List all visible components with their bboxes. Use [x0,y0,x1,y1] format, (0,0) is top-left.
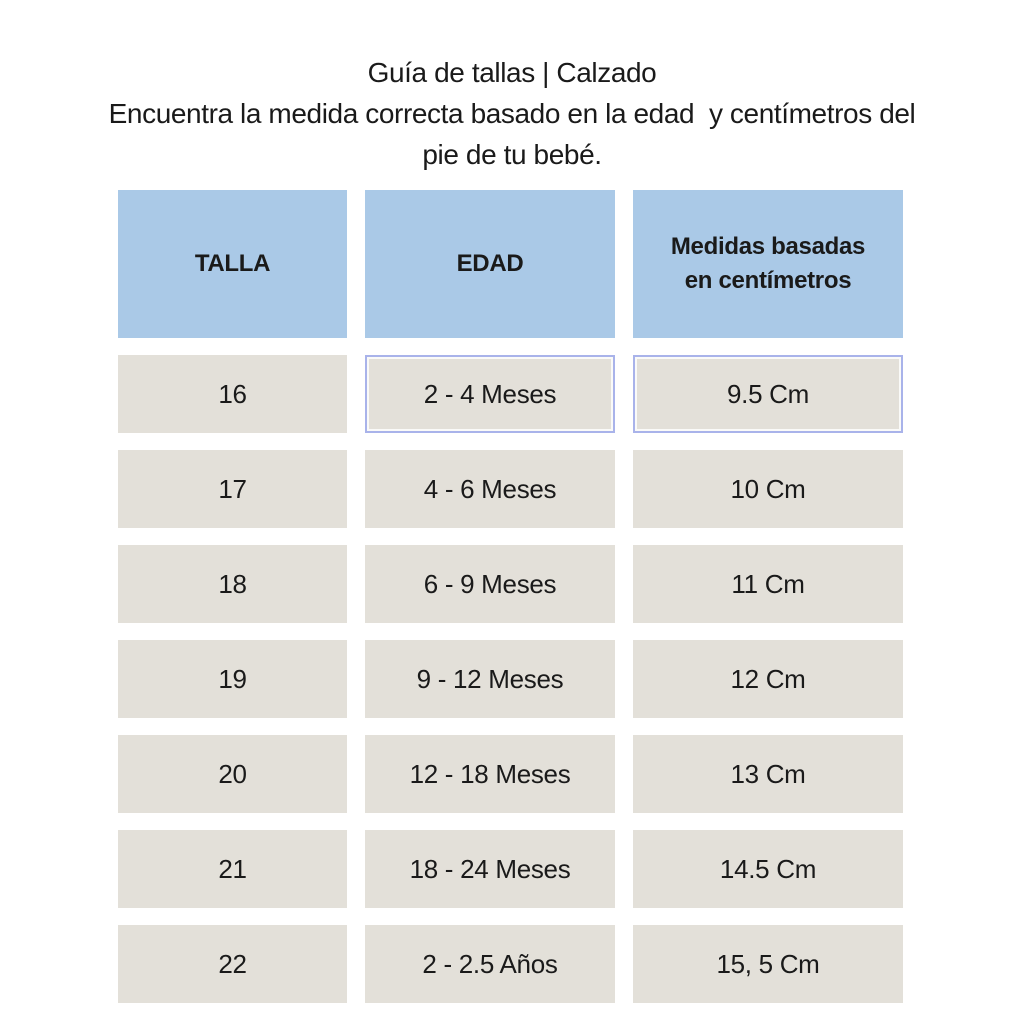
page-subtitle-line-1: Encuentra la medida correcta basado en l… [108,98,916,129]
column-header-medidas-label: Medidas basadas en centímetros [670,233,866,294]
page-title: Guía de tallas | Calzado [367,57,657,88]
page-header: Guía de tallas | Calzado Encuentra la me… [0,0,1024,175]
table-cell-edad-row-19: 9 - 12 Meses [365,640,615,718]
table-cell-medidas-row-17: 10 Cm [633,450,903,528]
table-cell-edad-row-16: 2 - 4 Meses [365,355,615,433]
table-cell-edad-row-22: 2 - 2.5 Años [365,925,615,1003]
column-header-talla: TALLA [118,190,347,338]
table-cell-medidas-row-21: 14.5 Cm [633,830,903,908]
page-subtitle: Encuentra la medida correcta basado en l… [0,93,1024,175]
table-cell-medidas-row-22: 15, 5 Cm [633,925,903,1003]
table-cell-edad-row-20: 12 - 18 Meses [365,735,615,813]
table-cell-medidas-row-18: 11 Cm [633,545,903,623]
column-header-edad: EDAD [365,190,615,338]
table-cell-talla-row-20: 20 [118,735,347,813]
table-cell-talla-row-22: 22 [118,925,347,1003]
table-cell-edad-row-18: 6 - 9 Meses [365,545,615,623]
table-cell-edad-row-21: 18 - 24 Meses [365,830,615,908]
table-cell-talla-row-17: 17 [118,450,347,528]
table-cell-edad-row-17: 4 - 6 Meses [365,450,615,528]
table-cell-medidas-row-16: 9.5 Cm [633,355,903,433]
column-header-medidas: Medidas basadas en centímetros [633,190,903,338]
table-cell-talla-row-16: 16 [118,355,347,433]
table-cell-medidas-row-20: 13 Cm [633,735,903,813]
size-table: TALLA EDAD Medidas basadas en centímetro… [118,190,903,1003]
table-cell-talla-row-19: 19 [118,640,347,718]
table-cell-talla-row-21: 21 [118,830,347,908]
table-cell-medidas-row-19: 12 Cm [633,640,903,718]
page-subtitle-line-2: pie de tu bebé. [422,139,602,170]
table-cell-talla-row-18: 18 [118,545,347,623]
